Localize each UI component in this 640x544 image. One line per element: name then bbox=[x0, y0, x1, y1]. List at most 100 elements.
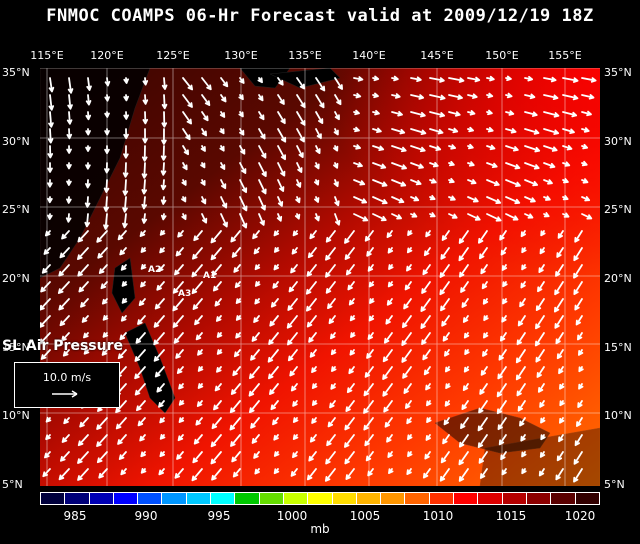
wind-arrow-icon bbox=[559, 400, 565, 407]
colorbar-swatch bbox=[405, 493, 430, 504]
wind-arrow-icon bbox=[175, 247, 184, 257]
wind-arrow-icon bbox=[235, 298, 242, 304]
wind-arrow-icon bbox=[117, 230, 127, 241]
wind-arrow-icon bbox=[211, 264, 222, 277]
wind-arrow-icon bbox=[423, 247, 431, 257]
wind-arrow-icon bbox=[581, 110, 592, 117]
wind-arrow-icon bbox=[448, 77, 465, 83]
wind-arrow-icon bbox=[402, 366, 412, 379]
colorbar-swatch bbox=[308, 493, 333, 504]
wind-arrow-icon bbox=[348, 298, 355, 306]
wind-arrow-icon bbox=[422, 349, 431, 361]
wind-arrow-icon bbox=[191, 264, 203, 278]
wind-arrow-icon bbox=[406, 264, 412, 272]
wind-arrow-icon bbox=[537, 281, 545, 293]
wind-arrow-icon bbox=[43, 247, 51, 255]
wind-arrow-icon bbox=[84, 196, 91, 208]
wind-arrow-icon bbox=[273, 247, 280, 253]
wind-arrow-icon bbox=[44, 230, 51, 237]
wind-arrow-icon bbox=[201, 77, 212, 91]
wind-arrow-icon bbox=[102, 315, 109, 321]
wind-arrow-icon bbox=[269, 383, 279, 395]
wind-arrow-icon bbox=[96, 417, 108, 430]
wind-arrow-icon bbox=[334, 94, 342, 106]
wind-arrow-icon bbox=[344, 417, 355, 431]
wind-arrow-icon bbox=[576, 417, 583, 427]
wind-arrow-icon bbox=[501, 315, 507, 323]
wind-arrow-icon bbox=[353, 126, 360, 133]
wind-arrow-icon bbox=[142, 128, 148, 144]
wind-arrow-icon bbox=[257, 77, 263, 84]
wind-arrow-icon bbox=[353, 196, 368, 204]
wind-arrow-icon bbox=[581, 213, 593, 220]
wind-arrow-icon bbox=[540, 230, 546, 237]
wind-arrow-icon bbox=[296, 162, 303, 173]
wind-arrow-icon bbox=[232, 366, 241, 377]
wind-arrow-icon bbox=[286, 315, 298, 329]
wind-arrow-icon bbox=[160, 179, 167, 191]
wind-arrow-icon bbox=[372, 162, 387, 169]
wind-arrow-icon bbox=[160, 196, 167, 205]
wind-arrow-icon bbox=[159, 417, 165, 424]
wind-arrow-icon bbox=[154, 366, 165, 378]
wind-arrow-icon bbox=[140, 451, 146, 458]
wind-arrow-icon bbox=[410, 196, 420, 202]
wind-arrow-icon bbox=[315, 145, 321, 154]
wind-arrow-icon bbox=[201, 213, 208, 224]
wind-arrow-icon bbox=[258, 162, 267, 177]
wind-arrow-icon bbox=[410, 76, 422, 82]
wind-arrow-icon bbox=[521, 264, 527, 271]
wind-arrow-icon bbox=[486, 196, 502, 205]
wind-arrow-icon bbox=[66, 145, 72, 154]
wind-arrow-icon bbox=[308, 451, 317, 462]
wind-arrow-icon bbox=[429, 212, 436, 218]
wind-arrow-icon bbox=[220, 196, 228, 209]
wind-arrow-icon bbox=[328, 315, 336, 325]
wind-arrow-icon bbox=[482, 349, 488, 357]
wind-arrow-icon bbox=[254, 281, 261, 287]
wind-arrow-icon bbox=[524, 145, 541, 153]
wind-arrow-icon bbox=[216, 332, 223, 338]
reference-vector-box: 10.0 m/s bbox=[14, 362, 120, 408]
wind-arrow-icon bbox=[123, 94, 129, 102]
wind-arrow-icon bbox=[556, 451, 564, 462]
wind-arrow-icon bbox=[232, 468, 241, 478]
wind-arrow-icon bbox=[250, 417, 260, 429]
wind-arrow-icon bbox=[517, 315, 526, 327]
wind-arrow-icon bbox=[277, 162, 286, 177]
wind-arrow-icon bbox=[519, 298, 526, 308]
wind-arrow-icon bbox=[258, 179, 267, 195]
wind-arrow-icon bbox=[277, 94, 285, 105]
wind-arrow-icon bbox=[101, 349, 108, 356]
wind-arrow-icon bbox=[562, 94, 579, 101]
wind-arrow-icon bbox=[239, 213, 248, 229]
wind-arrow-icon bbox=[230, 383, 241, 395]
wind-arrow-icon bbox=[442, 434, 450, 445]
wind-arrow-icon bbox=[391, 128, 406, 135]
wind-arrow-icon bbox=[100, 281, 108, 290]
wind-arrow-icon bbox=[239, 145, 246, 155]
wind-arrow-icon bbox=[444, 400, 451, 407]
wind-arrow-icon bbox=[558, 434, 564, 443]
wind-arrow-icon bbox=[290, 383, 298, 392]
wind-arrow-icon bbox=[581, 127, 590, 133]
wind-arrow-icon bbox=[410, 162, 424, 169]
wind-arrow-icon bbox=[174, 468, 184, 479]
wind-arrow-icon bbox=[383, 332, 393, 344]
wind-arrow-icon bbox=[543, 179, 553, 185]
wind-arrow-icon bbox=[325, 281, 336, 294]
wind-arrow-icon bbox=[201, 128, 207, 137]
wind-arrow-icon bbox=[410, 94, 425, 100]
lon-label: 115°E bbox=[30, 49, 64, 62]
wind-arrow-icon bbox=[311, 383, 318, 389]
wind-arrow-icon bbox=[120, 468, 127, 476]
wind-arrow-icon bbox=[287, 298, 298, 311]
wind-arrow-icon bbox=[562, 128, 575, 134]
wind-arrow-icon bbox=[460, 281, 469, 293]
wind-arrow-icon bbox=[314, 213, 320, 222]
wind-arrow-icon bbox=[254, 264, 261, 271]
wind-arrow-icon bbox=[498, 349, 507, 361]
wind-arrow-icon bbox=[420, 315, 431, 329]
colorbar-swatch bbox=[138, 493, 163, 504]
wind-arrow-icon bbox=[137, 417, 146, 427]
